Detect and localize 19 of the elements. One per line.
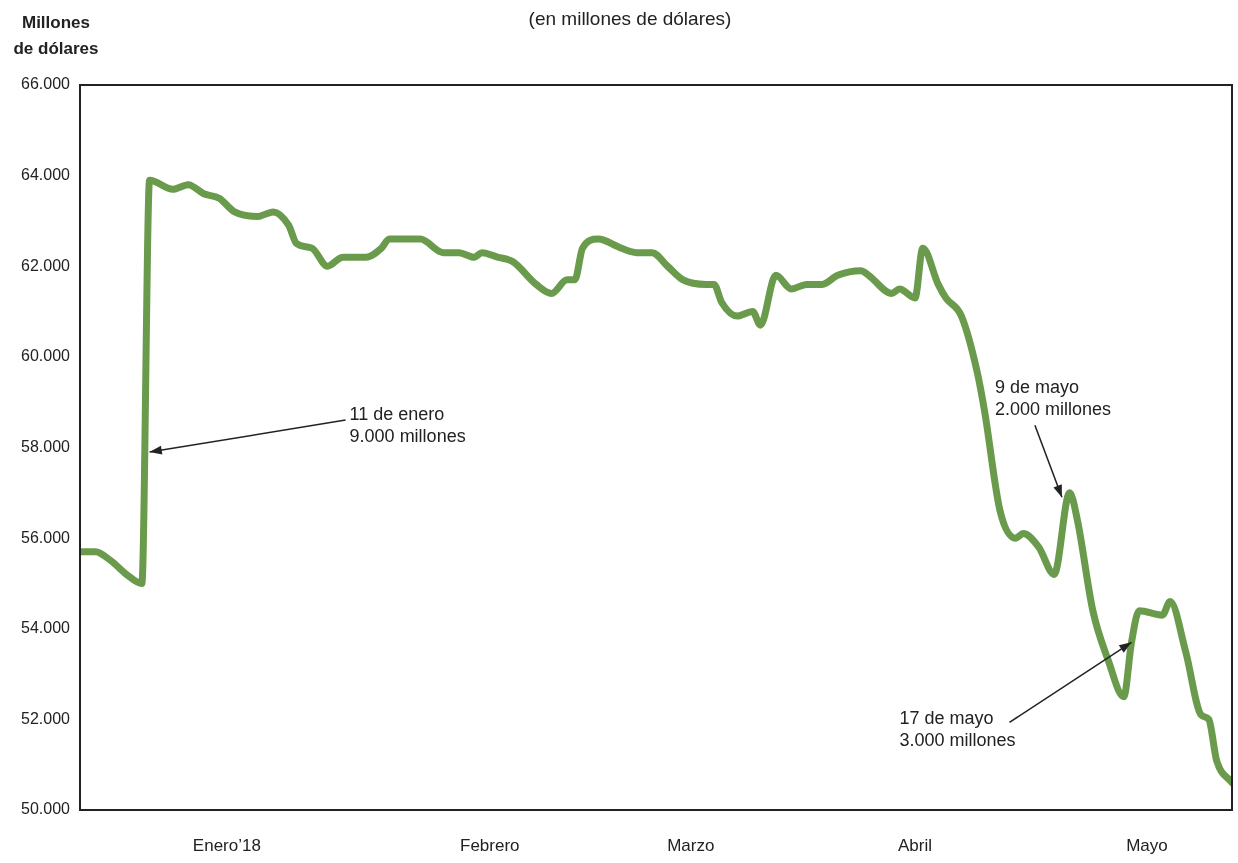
x-tick-label: Mayo (1126, 835, 1168, 855)
x-tick-label: Abril (898, 835, 933, 855)
annotation: 17 de mayo 3.000 millones (899, 708, 1016, 751)
y-tick-label: 62.000 (21, 256, 71, 274)
chart-subtitle: (en millones de dólares) (527, 8, 733, 30)
y-tick-label: 60.000 (21, 347, 71, 365)
y-tick-label: 64.000 (21, 166, 71, 184)
y-axis-title: Millones de dólares (12, 12, 100, 60)
annotation: 11 de enero 9.000 millones (349, 404, 466, 446)
y-tick-label: 66.000 (21, 75, 71, 93)
y-tick-label: 50.000 (21, 800, 71, 818)
y-tick-label: 58.000 (21, 437, 71, 455)
y-tick-label: 52.000 (21, 709, 71, 727)
x-tick-label: Febrero (460, 835, 520, 855)
x-tick-label: Enero’18 (192, 835, 261, 855)
x-tick-label: Marzo (667, 835, 715, 855)
y-tick-label: 56.000 (21, 528, 71, 546)
y-tick-label: 54.000 (21, 619, 71, 637)
annotation: 9 de mayo 2.000 millones (994, 377, 1111, 420)
